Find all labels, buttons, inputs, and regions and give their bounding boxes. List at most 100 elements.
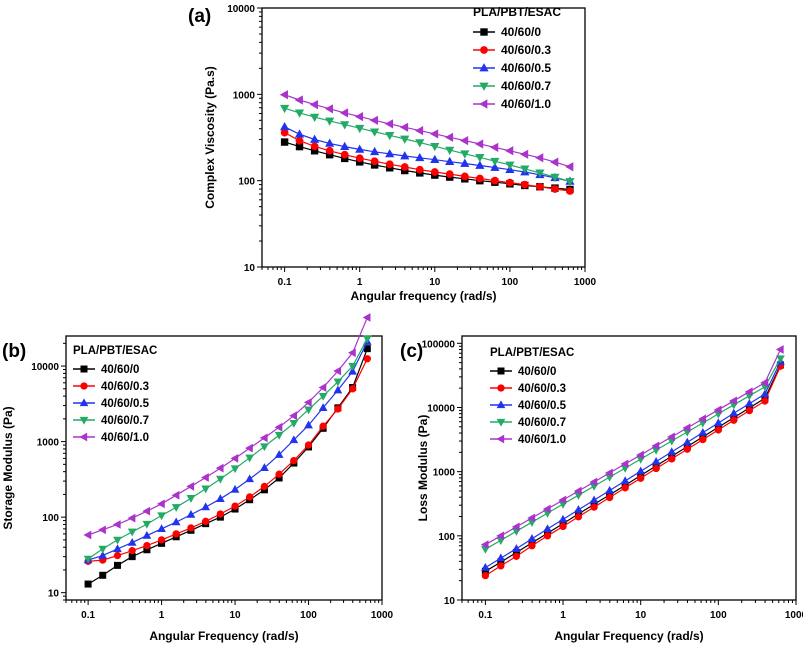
data-point [318, 403, 328, 412]
legend-marker [79, 416, 89, 425]
data-point [157, 536, 166, 544]
data-point [333, 378, 343, 387]
data-point [274, 450, 284, 458]
data-point [201, 502, 211, 511]
data-point [636, 466, 646, 475]
data-point [475, 174, 484, 183]
data-point [729, 396, 737, 406]
data-point [127, 513, 136, 523]
data-point [340, 141, 350, 150]
data-point [745, 398, 754, 407]
data-point [744, 387, 753, 397]
data-point [385, 160, 394, 169]
data-point [480, 540, 489, 549]
data-point [295, 136, 304, 145]
data-point [605, 468, 613, 478]
data-point [430, 142, 440, 152]
legend: PLA/PBT/ESAC 40/60/0 40/60/0.3 40/60/0.5 40/… [73, 345, 157, 444]
y-tick-label: 10 [244, 263, 256, 274]
data-point [325, 138, 335, 147]
x-tick-label: 1000 [574, 277, 597, 288]
data-point [245, 443, 253, 453]
data-point [113, 536, 122, 545]
legend-label: 40/60/0.5 [501, 61, 551, 75]
data-point [475, 160, 485, 169]
data-point [682, 423, 691, 433]
data-point [490, 162, 500, 171]
data-point [491, 176, 499, 185]
data-point [142, 506, 151, 516]
data-point [542, 504, 551, 514]
data-point [310, 142, 319, 151]
data-point [651, 456, 661, 465]
data-point [490, 142, 499, 152]
data-point [527, 513, 536, 523]
data-point [490, 157, 500, 167]
data-point [400, 135, 410, 144]
data-point [574, 505, 583, 513]
data-point [543, 532, 552, 540]
data-point [289, 435, 299, 444]
data-point [620, 459, 629, 469]
data-point [157, 512, 166, 521]
data-point [605, 493, 614, 502]
data-point [520, 165, 530, 174]
chart-b: 0.1 1 10 100 1000 10 100 1000 10000 Angular Frequ… [1, 313, 394, 643]
data-point [574, 513, 583, 521]
series-40-60-0-5 [481, 356, 785, 571]
data-point [354, 112, 364, 122]
data-point [400, 163, 409, 171]
data-point [294, 109, 305, 118]
data-point [776, 355, 785, 364]
data-point [340, 121, 350, 130]
y-tick-label: 10000 [427, 403, 455, 414]
data-point [620, 476, 630, 485]
data-point [505, 161, 515, 170]
x-tick-label: 0.1 [478, 610, 492, 621]
data-point [519, 149, 529, 159]
legend-title: PLA/PBT/ESAC [490, 347, 574, 359]
data-point [171, 517, 181, 526]
y-tick-label: 100 [438, 532, 455, 543]
legend-marker [79, 398, 89, 407]
data-point [497, 562, 505, 570]
data-point [186, 509, 196, 518]
data-point [474, 139, 484, 149]
data-point [98, 550, 108, 559]
x-tick-label: 100 [710, 610, 727, 621]
series-40-60-1-0 [279, 90, 574, 172]
data-point [245, 493, 254, 501]
y-tick-label: 100 [238, 177, 255, 188]
data-point [260, 482, 269, 491]
data-point [459, 136, 469, 146]
x-tick-label: 0.1 [81, 610, 95, 621]
data-point [339, 108, 349, 118]
legend-label: 40/60/0.7 [501, 79, 551, 93]
y-tick-label: 1000 [433, 468, 456, 479]
data-point [98, 525, 106, 535]
x-tick-label: 0.1 [278, 277, 292, 288]
legend: PLA/PBT/ESAC 40/60/0 40/60/0.3 40/60/0.5 40/… [473, 5, 561, 111]
data-point [444, 132, 454, 142]
data-point [310, 113, 320, 122]
data-point [445, 146, 455, 155]
legend-marker [80, 365, 88, 373]
data-point [605, 485, 614, 494]
data-point [127, 537, 137, 546]
data-point [511, 522, 520, 532]
data-point [667, 432, 675, 442]
data-point [565, 178, 575, 187]
y-tick-label: 100000 [422, 339, 456, 350]
data-point [215, 463, 224, 473]
data-point [333, 385, 343, 394]
legend-marker [479, 63, 489, 72]
legend-label: 40/60/0.3 [101, 381, 149, 393]
legend-marker [80, 382, 88, 390]
data-point [496, 531, 504, 541]
data-point [698, 414, 706, 424]
y-axis-label: Storage Modulus (Pa) [1, 406, 15, 529]
data-point [112, 520, 121, 529]
data-point [98, 545, 108, 554]
data-point [683, 445, 691, 453]
